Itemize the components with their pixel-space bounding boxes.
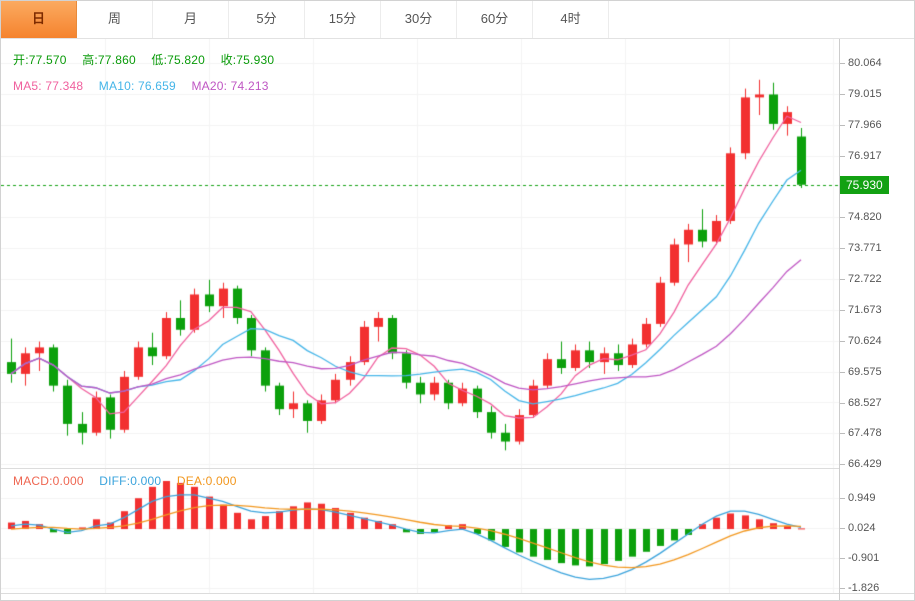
axis-label: 76.917 xyxy=(840,150,882,162)
tab-60min[interactable]: 60分 xyxy=(457,1,533,38)
axis-label: 71.673 xyxy=(840,304,882,316)
axis-label: 72.722 xyxy=(840,273,882,285)
dea-value: DEA:0.000 xyxy=(176,474,237,488)
tab-5min[interactable]: 5分 xyxy=(229,1,305,38)
current-price-tag: 75.930 xyxy=(840,175,889,194)
axis-label: -1.826 xyxy=(840,582,879,594)
axis-label: 74.820 xyxy=(840,211,882,223)
low-value: 低:75.820 xyxy=(151,53,206,67)
right-axis: 75.930 80.064 79.015 77.966 76.917 74.820 73.… xyxy=(839,38,914,600)
open-value: 开:77.570 xyxy=(13,53,67,67)
axis-label: 66.429 xyxy=(840,458,882,470)
tab-15min[interactable]: 15分 xyxy=(305,1,381,38)
axis-label: 0.024 xyxy=(840,522,876,534)
main-chart-canvas[interactable] xyxy=(1,38,839,468)
ohlc-legend: 开:77.570 高:77.860 低:75.820 收:75.930 xyxy=(13,51,286,68)
tab-30min[interactable]: 30分 xyxy=(381,1,457,38)
macd-value: MACD:0.000 xyxy=(13,474,84,488)
period-tabbar: 日 周 月 5分 15分 30分 60分 4时 xyxy=(1,1,914,39)
ma5-value: MA5: 77.348 xyxy=(13,79,84,93)
axis-label: 73.771 xyxy=(840,242,882,254)
ma10-value: MA10: 76.659 xyxy=(98,79,176,93)
axis-label: -0.901 xyxy=(840,552,879,564)
axis-label: 0.949 xyxy=(840,492,876,504)
macd-chart-canvas[interactable] xyxy=(1,469,839,593)
high-value: 高:77.860 xyxy=(82,53,136,67)
pane-divider xyxy=(1,468,839,469)
ma20-value: MA20: 74.213 xyxy=(191,79,269,93)
axis-label: 70.624 xyxy=(840,335,882,347)
tab-month[interactable]: 月 xyxy=(153,1,229,38)
axis-label: 69.575 xyxy=(840,366,882,378)
tab-4hour[interactable]: 4时 xyxy=(533,1,609,38)
close-value: 收:75.930 xyxy=(220,53,275,67)
axis-label: 79.015 xyxy=(840,88,882,100)
ma-legend: MA5: 77.348 MA10: 76.659 MA20: 74.213 xyxy=(13,79,281,93)
axis-label: 67.478 xyxy=(840,427,882,439)
tab-day[interactable]: 日 xyxy=(1,1,77,38)
diff-value: DIFF:0.000 xyxy=(99,474,162,488)
macd-legend: MACD:0.000 DIFF:0.000 DEA:0.000 xyxy=(13,474,249,488)
axis-label: 68.527 xyxy=(840,397,882,409)
tab-week[interactable]: 周 xyxy=(77,1,153,38)
axis-label: 77.966 xyxy=(840,119,882,131)
axis-label: 80.064 xyxy=(840,57,882,69)
bottom-axis-strip xyxy=(1,593,914,594)
